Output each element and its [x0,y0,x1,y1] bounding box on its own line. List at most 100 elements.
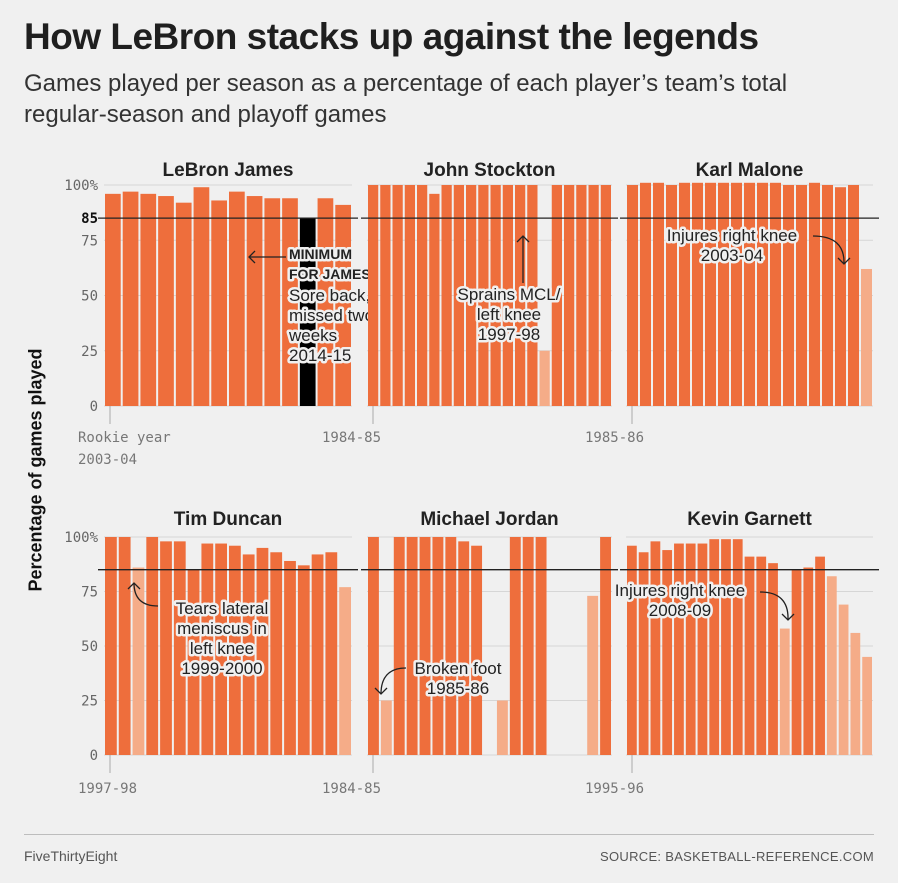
x-tick-label: Rookie year [78,430,171,446]
bar [685,543,696,755]
bar [297,565,310,755]
chart-panel: John Stockton 1984-85 Sprains MCL/left kne… [322,160,618,446]
annotation-text: missed two [289,306,374,325]
bar [339,587,351,755]
annotation-arrow [133,582,159,607]
bar [515,185,526,406]
bar [299,218,316,406]
bar [441,185,452,406]
bar [666,185,677,406]
bar [770,182,781,406]
panel-title: Karl Malone [696,160,804,181]
bar [105,193,121,406]
bar [432,537,444,755]
footer-divider [24,834,874,835]
bar [496,700,508,755]
bar [229,191,245,406]
bar [284,560,296,755]
footer-brand: FiveThirtyEight [24,848,118,864]
bar [768,563,778,755]
bar [417,185,428,406]
annotation-text: MINIMUM [289,246,352,262]
y-tick-label: 100% [64,178,98,194]
bar [392,185,403,406]
bar [600,537,611,755]
bar [335,204,351,406]
bar [627,185,638,406]
bar [588,185,599,406]
annotation-text: 1997-98 [478,325,540,344]
y-tick-label: 50 [81,289,98,305]
bar [393,537,405,755]
bar [551,185,562,406]
bar [453,185,464,406]
chart-panel: Karl Malone 1985-86 Injures right knee2003… [585,160,879,446]
annotation-text: 2008-09 [649,601,711,620]
panel-title: Tim Duncan [174,509,282,530]
annotation-text: FOR JAMES [289,266,371,282]
arrow-head [516,235,530,243]
bar [803,567,814,755]
chart-panel: Kevin Garnett 1995-96 Injures right knee20… [585,509,879,797]
bar [650,541,661,755]
bar [282,198,298,406]
bar [640,182,651,406]
bar [122,191,139,406]
bar [744,556,755,755]
bar [709,539,720,755]
annotation-text: 2003-04 [701,246,763,265]
bar [674,543,684,755]
y-tick-label: 75 [81,233,98,249]
annotation-text: Sore back, [289,286,370,305]
page-title: How LeBron stacks up against the legends [24,16,759,57]
x-tick-label: 1984-85 [322,781,381,797]
bar [809,182,820,406]
bar [246,196,263,406]
bar [380,185,391,406]
x-tick-label: 2003-04 [78,452,137,468]
bar [380,700,392,755]
bar [757,182,768,406]
x-tick-label: 1984-85 [322,430,381,446]
annotation-text: meniscus in [177,619,267,638]
bar [662,550,673,755]
annotation-text: Sprains MCL/ [458,285,561,304]
bar [193,187,210,406]
bar [815,556,825,755]
y-tick-label: 25 [81,344,98,360]
bar [535,537,547,755]
chart-panel: Tim Duncan 100% 75 50 25 0 1997-98 Tears latera… [64,509,358,797]
bar [404,185,415,406]
x-tick-label: 1985-86 [585,430,644,446]
bar [264,198,281,406]
annotation-text: 2014-15 [289,346,351,365]
bar [732,539,743,755]
bar [527,185,538,406]
bar [697,543,708,755]
bar [826,576,837,755]
y-tick-label: 100% [64,530,98,546]
bar [118,537,131,755]
bar [838,604,849,755]
bar [791,569,802,755]
bar [132,567,145,755]
panel-title: LeBron James [163,160,294,181]
annotation-text: left knee [190,639,254,658]
bar [173,541,186,755]
bar [653,182,664,406]
annotation: MINIMUM FOR JAMES Sore back,missed twoweek… [248,244,377,368]
bar [679,182,690,406]
bar [466,185,477,406]
bar [718,182,729,406]
bar [587,595,599,755]
bar [862,656,872,755]
bar [564,185,575,406]
bar [146,537,159,755]
bar [502,185,513,406]
annotation-text: left knee [477,305,541,324]
annotation-text: Injures right knee [615,581,745,600]
bar [406,537,418,755]
arrow-head [127,582,141,590]
bar [478,185,489,406]
